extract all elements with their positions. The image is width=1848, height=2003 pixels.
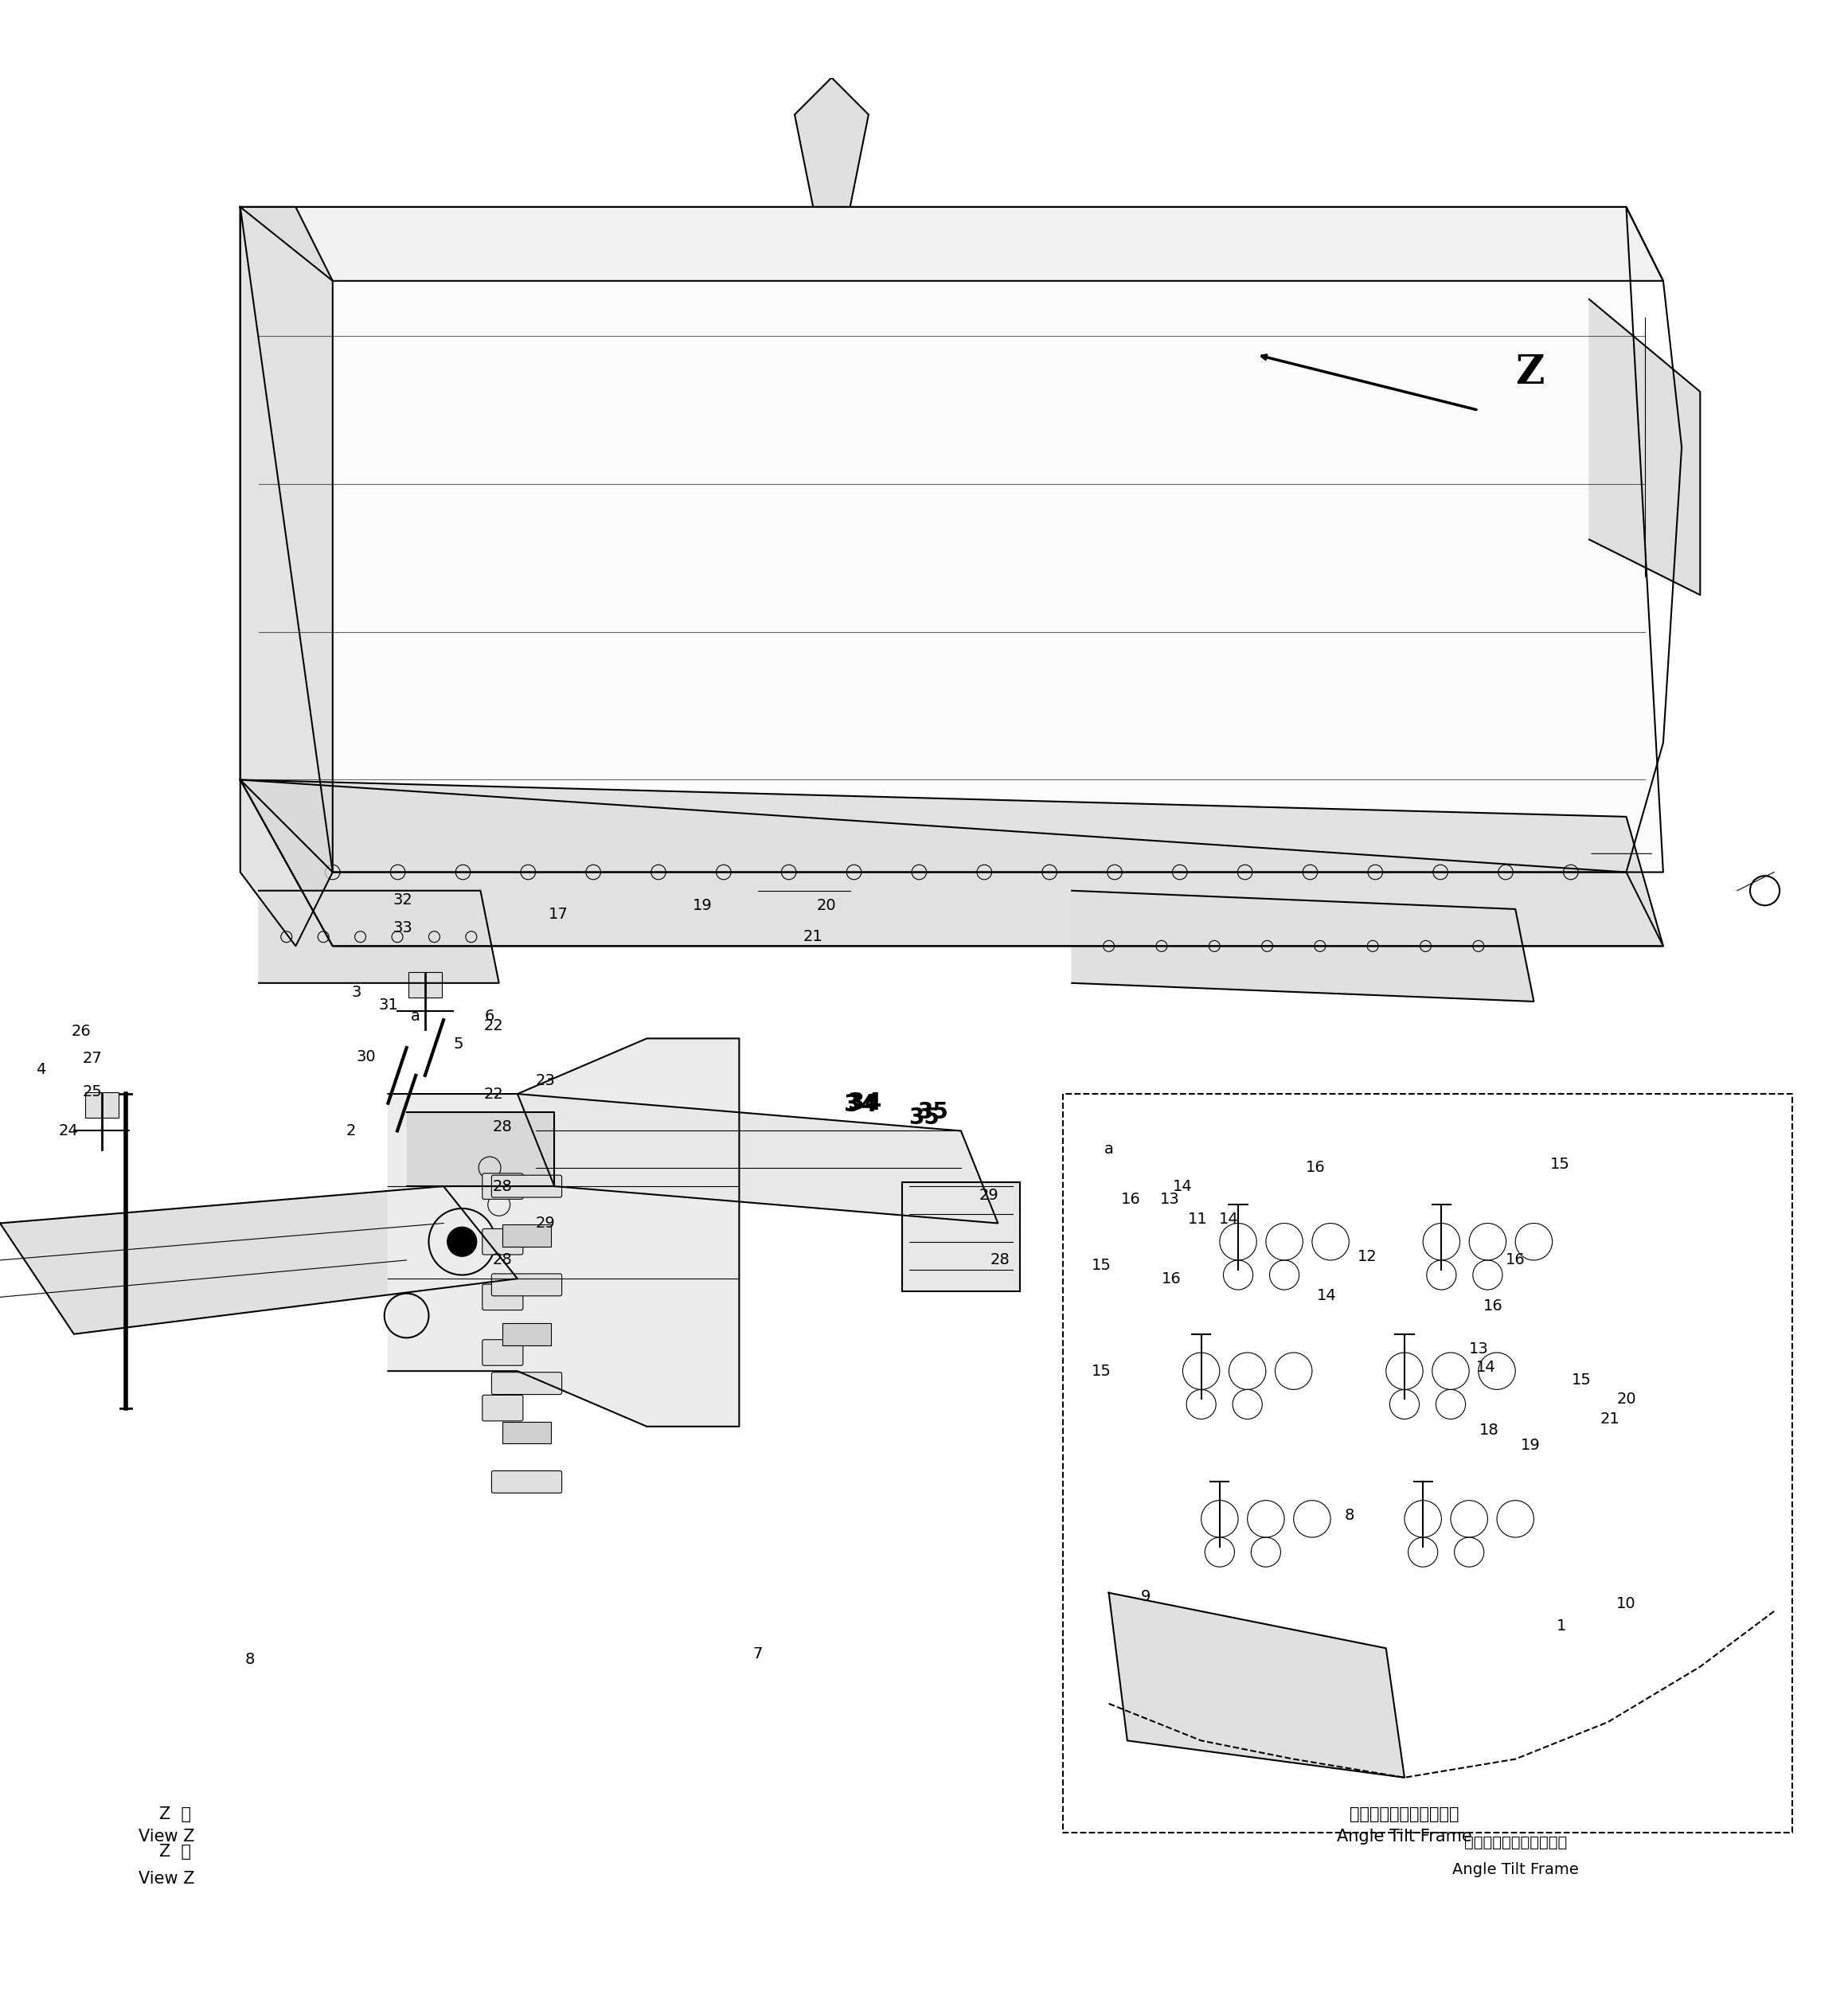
Text: アングルチルトフレーム: アングルチルトフレーム xyxy=(1349,1807,1460,1823)
Text: 28: 28 xyxy=(493,1120,512,1136)
FancyBboxPatch shape xyxy=(408,971,442,997)
Text: 1: 1 xyxy=(1556,1618,1567,1634)
Text: Z  視: Z 視 xyxy=(159,1843,192,1859)
Text: 31: 31 xyxy=(379,997,397,1014)
FancyBboxPatch shape xyxy=(85,1092,118,1118)
Polygon shape xyxy=(1109,1592,1404,1777)
Text: 23: 23 xyxy=(536,1074,554,1088)
Polygon shape xyxy=(259,891,499,983)
FancyBboxPatch shape xyxy=(492,1372,562,1394)
Text: 19: 19 xyxy=(693,897,711,913)
FancyBboxPatch shape xyxy=(482,1174,523,1200)
Text: 35: 35 xyxy=(918,1102,948,1124)
FancyBboxPatch shape xyxy=(482,1394,523,1420)
Text: 12: 12 xyxy=(1358,1250,1377,1264)
Polygon shape xyxy=(240,206,333,945)
Text: Angle Tilt Frame: Angle Tilt Frame xyxy=(1453,1863,1578,1877)
Text: 34: 34 xyxy=(845,1094,878,1116)
Text: View Z: View Z xyxy=(139,1829,194,1845)
Text: Angle Tilt Frame: Angle Tilt Frame xyxy=(1336,1829,1473,1845)
Text: 28: 28 xyxy=(991,1252,1009,1268)
Text: 6: 6 xyxy=(484,1010,495,1024)
Text: Z  視: Z 視 xyxy=(159,1807,192,1823)
Polygon shape xyxy=(240,206,1663,871)
Text: 14: 14 xyxy=(1173,1178,1192,1194)
Text: 20: 20 xyxy=(1617,1392,1635,1406)
Polygon shape xyxy=(407,1112,554,1186)
Text: 29: 29 xyxy=(536,1216,554,1230)
Text: 2: 2 xyxy=(346,1124,357,1138)
Text: 14: 14 xyxy=(1318,1288,1336,1302)
Text: 14: 14 xyxy=(1477,1360,1495,1374)
FancyBboxPatch shape xyxy=(503,1324,551,1346)
Text: 35: 35 xyxy=(909,1108,939,1130)
Text: 7: 7 xyxy=(752,1646,763,1660)
Polygon shape xyxy=(0,1186,517,1334)
Polygon shape xyxy=(1072,891,1534,1002)
Text: 11: 11 xyxy=(1188,1212,1207,1228)
Text: 15: 15 xyxy=(1092,1364,1111,1378)
Text: 28: 28 xyxy=(493,1178,512,1194)
Polygon shape xyxy=(795,78,869,206)
Text: 29: 29 xyxy=(979,1188,998,1204)
Text: 27: 27 xyxy=(83,1052,102,1066)
Text: View Z: View Z xyxy=(139,1871,194,1887)
Text: 10: 10 xyxy=(1617,1596,1635,1612)
FancyBboxPatch shape xyxy=(482,1340,523,1366)
Polygon shape xyxy=(388,1038,739,1426)
Text: 3: 3 xyxy=(351,985,362,999)
Text: 8: 8 xyxy=(244,1652,255,1666)
Polygon shape xyxy=(1589,298,1700,595)
Text: アングルチルトフレーム: アングルチルトフレーム xyxy=(1464,1835,1567,1851)
Circle shape xyxy=(447,1228,477,1256)
FancyBboxPatch shape xyxy=(482,1284,523,1310)
Polygon shape xyxy=(517,1094,998,1224)
Text: 9: 9 xyxy=(1140,1588,1151,1604)
Text: 17: 17 xyxy=(549,907,567,921)
Text: 26: 26 xyxy=(72,1024,91,1040)
FancyBboxPatch shape xyxy=(492,1176,562,1198)
Text: 33: 33 xyxy=(394,919,412,935)
Text: 34: 34 xyxy=(848,1092,881,1116)
FancyBboxPatch shape xyxy=(902,1182,1020,1292)
Text: 13: 13 xyxy=(1469,1342,1488,1356)
Text: 22: 22 xyxy=(484,1086,503,1102)
Text: 14: 14 xyxy=(1220,1212,1238,1228)
FancyBboxPatch shape xyxy=(492,1274,562,1296)
Polygon shape xyxy=(240,206,1663,280)
Text: 16: 16 xyxy=(1506,1252,1525,1268)
Text: 20: 20 xyxy=(817,897,835,913)
Text: 16: 16 xyxy=(1307,1160,1325,1176)
Text: 25: 25 xyxy=(83,1084,102,1100)
Text: 21: 21 xyxy=(804,929,822,943)
Text: 8: 8 xyxy=(1343,1508,1355,1522)
Text: 13: 13 xyxy=(1161,1192,1179,1206)
Text: 15: 15 xyxy=(1092,1258,1111,1274)
Text: 15: 15 xyxy=(1550,1156,1569,1172)
Text: 30: 30 xyxy=(357,1050,375,1064)
FancyBboxPatch shape xyxy=(503,1224,551,1246)
Text: 15: 15 xyxy=(1573,1372,1591,1388)
FancyBboxPatch shape xyxy=(503,1422,551,1444)
Text: 18: 18 xyxy=(1480,1422,1499,1438)
Text: 22: 22 xyxy=(484,1018,503,1034)
Text: a: a xyxy=(410,1010,421,1024)
Text: 4: 4 xyxy=(35,1062,46,1078)
Polygon shape xyxy=(240,779,1663,945)
Text: 32: 32 xyxy=(394,891,412,907)
Text: 21: 21 xyxy=(1600,1412,1619,1426)
Text: 19: 19 xyxy=(1521,1438,1539,1452)
Text: 16: 16 xyxy=(1162,1272,1181,1286)
Text: a: a xyxy=(1103,1142,1114,1158)
FancyBboxPatch shape xyxy=(482,1228,523,1254)
Text: 16: 16 xyxy=(1122,1192,1140,1206)
Text: 5: 5 xyxy=(453,1036,464,1052)
Text: Z: Z xyxy=(1515,355,1545,393)
Text: 16: 16 xyxy=(1484,1298,1502,1314)
FancyBboxPatch shape xyxy=(492,1470,562,1492)
Polygon shape xyxy=(240,779,1663,945)
Text: 24: 24 xyxy=(59,1124,78,1138)
Text: 28: 28 xyxy=(493,1252,512,1268)
